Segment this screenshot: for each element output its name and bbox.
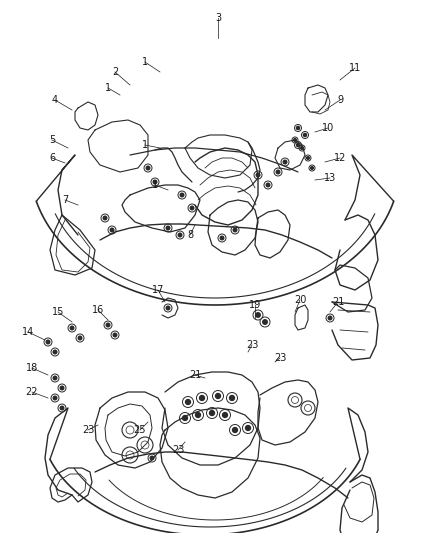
Text: 14: 14 xyxy=(22,327,34,337)
Circle shape xyxy=(246,425,251,431)
Circle shape xyxy=(166,226,170,230)
Circle shape xyxy=(200,395,205,400)
Circle shape xyxy=(178,233,182,237)
Circle shape xyxy=(256,313,260,317)
Circle shape xyxy=(304,133,307,136)
Circle shape xyxy=(110,228,114,232)
Text: 23: 23 xyxy=(82,425,94,435)
Text: 16: 16 xyxy=(92,305,104,315)
Circle shape xyxy=(233,228,237,232)
Text: 15: 15 xyxy=(52,307,64,317)
Circle shape xyxy=(297,143,300,147)
Circle shape xyxy=(276,170,280,174)
Circle shape xyxy=(103,216,107,220)
Circle shape xyxy=(53,376,57,380)
Circle shape xyxy=(60,406,64,410)
Circle shape xyxy=(53,396,57,400)
Circle shape xyxy=(223,413,227,417)
Text: 10: 10 xyxy=(322,123,334,133)
Circle shape xyxy=(209,410,215,416)
Circle shape xyxy=(180,193,184,197)
Circle shape xyxy=(328,316,332,320)
Circle shape xyxy=(106,323,110,327)
Circle shape xyxy=(297,126,300,130)
Text: 18: 18 xyxy=(26,363,38,373)
Circle shape xyxy=(307,157,309,159)
Text: 1: 1 xyxy=(142,140,148,150)
Text: 12: 12 xyxy=(334,153,346,163)
Text: 9: 9 xyxy=(337,95,343,105)
Text: 6: 6 xyxy=(49,153,55,163)
Text: 21: 21 xyxy=(189,370,201,380)
Circle shape xyxy=(311,167,313,169)
Text: 5: 5 xyxy=(49,135,55,145)
Text: 23: 23 xyxy=(172,445,184,455)
Text: 22: 22 xyxy=(26,387,38,397)
Circle shape xyxy=(190,206,194,210)
Circle shape xyxy=(195,413,201,417)
Circle shape xyxy=(215,393,220,399)
Text: 11: 11 xyxy=(349,63,361,73)
Circle shape xyxy=(166,306,170,310)
Circle shape xyxy=(266,183,270,187)
Circle shape xyxy=(233,427,237,432)
Text: 23: 23 xyxy=(274,353,286,363)
Circle shape xyxy=(256,173,260,177)
Circle shape xyxy=(60,386,64,390)
Circle shape xyxy=(53,350,57,354)
Circle shape xyxy=(186,400,191,405)
Circle shape xyxy=(46,340,50,344)
Text: 20: 20 xyxy=(294,295,306,305)
Text: 19: 19 xyxy=(249,300,261,310)
Text: 1: 1 xyxy=(105,83,111,93)
Circle shape xyxy=(220,236,224,240)
Circle shape xyxy=(293,139,297,141)
Circle shape xyxy=(283,160,287,164)
Circle shape xyxy=(153,180,157,184)
Circle shape xyxy=(70,326,74,330)
Text: 17: 17 xyxy=(152,285,164,295)
Circle shape xyxy=(230,395,234,400)
Circle shape xyxy=(300,147,304,149)
Text: 13: 13 xyxy=(324,173,336,183)
Circle shape xyxy=(78,336,82,340)
Text: 23: 23 xyxy=(246,340,258,350)
Text: 21: 21 xyxy=(332,297,344,307)
Circle shape xyxy=(150,456,154,460)
Circle shape xyxy=(113,333,117,337)
Circle shape xyxy=(263,320,267,324)
Text: 2: 2 xyxy=(112,67,118,77)
Text: 7: 7 xyxy=(62,195,68,205)
Text: 8: 8 xyxy=(187,230,193,240)
Text: 3: 3 xyxy=(215,13,221,23)
Text: 1: 1 xyxy=(152,180,158,190)
Text: 4: 4 xyxy=(52,95,58,105)
Text: 1: 1 xyxy=(142,57,148,67)
Text: 25: 25 xyxy=(134,425,146,435)
Circle shape xyxy=(146,166,150,170)
Circle shape xyxy=(183,416,187,421)
